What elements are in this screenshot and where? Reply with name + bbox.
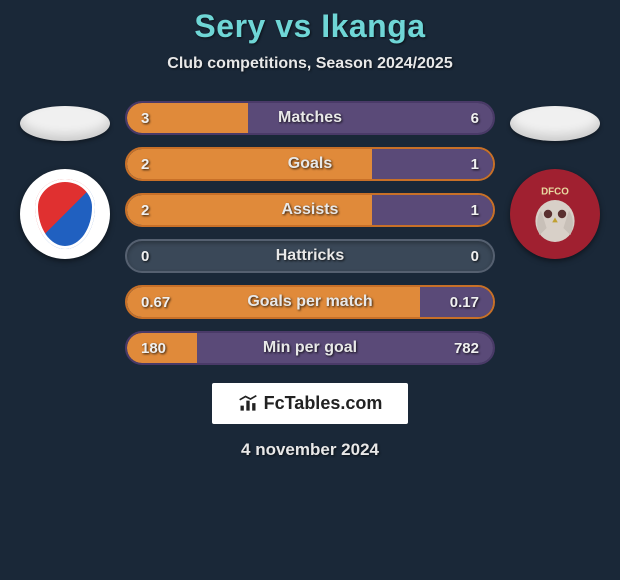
stat-label: Hattricks — [127, 247, 493, 265]
stat-value-right: 1 — [471, 156, 479, 173]
date-text: 4 november 2024 — [241, 440, 379, 460]
fill-left — [127, 149, 372, 179]
player-left-column — [15, 101, 115, 259]
club-badge-left — [20, 169, 110, 259]
stat-value-right: 0.17 — [450, 294, 479, 311]
stat-value-right: 1 — [471, 202, 479, 219]
player-right-avatar — [510, 106, 600, 141]
stats-column: 36Matches21Goals21Assists00Hattricks0.67… — [125, 101, 495, 365]
stat-bar-hattricks: 0 0Hattricks — [125, 239, 495, 273]
stat-value-left: 2 — [141, 202, 149, 219]
stat-value-left: 0 — [141, 248, 149, 265]
chart-icon — [238, 394, 258, 414]
stat-bar-assists: 21Assists — [125, 193, 495, 227]
stat-bar-matches: 36Matches — [125, 101, 495, 135]
stat-value-left: 0.67 — [141, 294, 170, 311]
stat-bar-goals-per-match: 0.670.17Goals per match — [125, 285, 495, 319]
stat-bar-min-per-goal: 180782Min per goal — [125, 331, 495, 365]
fill-right — [248, 103, 493, 133]
stat-value-right: 6 — [471, 110, 479, 127]
page-title: Sery vs Ikanga — [194, 8, 425, 45]
player-right-column: DFCO — [505, 101, 605, 259]
player-left-avatar — [20, 106, 110, 141]
footer-brand: FcTables.com — [212, 383, 409, 424]
stat-bar-goals: 21Goals — [125, 147, 495, 181]
footer-brand-text: FcTables.com — [264, 393, 383, 414]
stat-value-left: 3 — [141, 110, 149, 127]
comparison-row: 36Matches21Goals21Assists00Hattricks0.67… — [0, 101, 620, 365]
shield-icon — [35, 179, 95, 249]
stat-value-left: 2 — [141, 156, 149, 173]
owl-icon: DFCO — [520, 179, 590, 249]
svg-text:DFCO: DFCO — [541, 186, 569, 197]
fill-right — [197, 333, 493, 363]
fill-left — [127, 287, 420, 317]
subtitle: Club competitions, Season 2024/2025 — [167, 55, 452, 73]
stat-value-right: 0 — [471, 248, 479, 265]
stat-value-right: 782 — [454, 340, 479, 357]
club-badge-right: DFCO — [510, 169, 600, 259]
fill-left — [127, 195, 372, 225]
stat-value-left: 180 — [141, 340, 166, 357]
